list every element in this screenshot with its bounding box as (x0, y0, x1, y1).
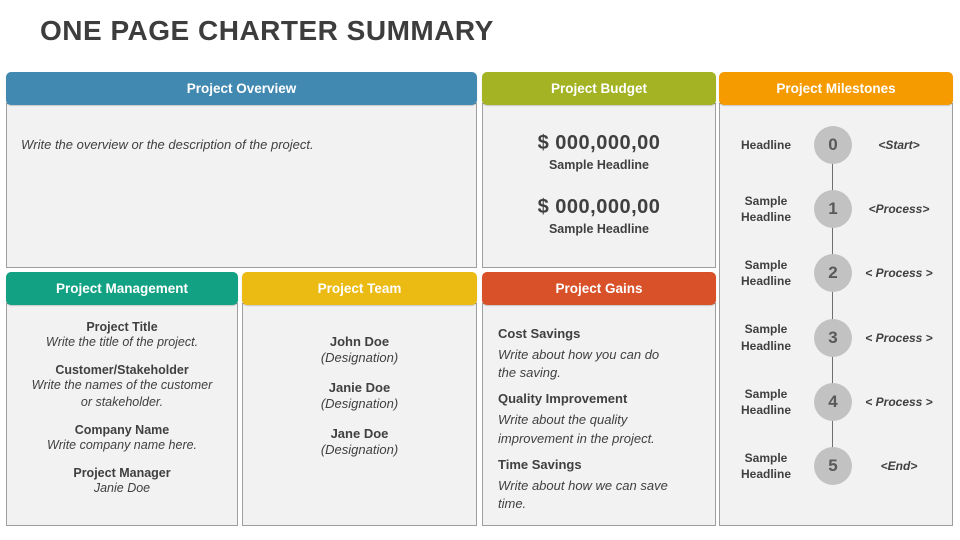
milestone-headline: Sample Headline (740, 450, 791, 482)
milestone-number-badge: 1 (814, 190, 852, 229)
management-item: Company Name Write company name here. (47, 423, 197, 453)
budget-label: Sample Headline (548, 158, 650, 172)
management-item-title: Project Title (86, 320, 158, 334)
team-member-name: Janie Doe (328, 380, 391, 395)
gains-item: Cost Savings Write about how you can do … (498, 326, 701, 382)
team-member-designation: (Designation) (320, 396, 399, 411)
team-member-name: John Doe (329, 334, 390, 349)
management-item-desc: Janie Doe (93, 481, 151, 495)
budget-amount: $ 000,000,00 (537, 196, 661, 218)
budget-item: $ 000,000,00 Sample Headline (538, 196, 661, 236)
milestone-number-badge: 4 (814, 382, 852, 421)
gains-item-title: Time Savings (498, 456, 582, 472)
milestone-row: Sample Headline 3 < Process > (720, 306, 952, 370)
budget-amount: $ 000,000,00 (537, 132, 661, 154)
milestone-headline: Sample Headline (740, 386, 791, 417)
team-panel-body: John Doe (Designation) Janie Doe (Design… (242, 303, 477, 526)
gains-item: Time Savings Write about how we can save… (498, 457, 701, 513)
team-member-designation: (Designation) (320, 442, 399, 457)
overview-panel-body: Write the overview or the description of… (6, 103, 477, 268)
gains-item-title: Cost Savings (498, 326, 581, 341)
page-title: ONE PAGE CHARTER SUMMARY (40, 15, 494, 46)
milestone-number-badge: 5 (814, 447, 852, 486)
milestone-stage-label: <Start> (878, 138, 920, 153)
milestone-stage-label: < Process > (865, 330, 933, 345)
milestones-panel-body: Headline 0 <Start> Sample Headline 1 <Pr… (719, 103, 953, 526)
management-panel-body: Project Title Write the title of the pro… (6, 303, 238, 526)
milestones-timeline: Headline 0 <Start> Sample Headline 1 <Pr… (720, 113, 952, 525)
milestone-stage-label: < Process > (865, 394, 933, 409)
milestone-row: Sample Headline 2 < Process > (720, 241, 952, 305)
gains-item-title: Quality Improvement (498, 391, 628, 407)
management-item-desc: Write company name here. (46, 437, 198, 452)
budget-panel-header: Project Budget (482, 72, 716, 105)
management-item-desc: Write the names of the customer or stake… (31, 378, 213, 409)
timeline-connector-line (832, 154, 833, 475)
team-panel-header: Project Team (242, 272, 477, 305)
gains-item-desc: Write about the quality improvement in t… (498, 412, 655, 446)
milestone-headline: Sample Headline (740, 258, 791, 289)
overview-panel-header: Project Overview (6, 72, 477, 105)
milestone-stage-label: <End> (880, 459, 918, 474)
milestone-stage-label: <Process> (868, 202, 930, 217)
management-panel-header: Project Management (6, 272, 238, 305)
milestone-number-badge: 3 (814, 318, 852, 357)
milestone-number-badge: 0 (814, 126, 852, 165)
team-member: Janie Doe (Designation) (321, 380, 398, 411)
management-item-title: Company Name (74, 422, 170, 437)
milestone-headline: Headline (740, 138, 791, 152)
gains-item-desc: Write about how we can save time. (498, 477, 668, 511)
management-item-title: Customer/Stakeholder (55, 363, 189, 378)
budget-item: $ 000,000,00 Sample Headline (538, 132, 661, 172)
milestone-row: Sample Headline 4 < Process > (720, 370, 952, 434)
team-member-name: Jane Doe (330, 426, 389, 441)
management-item: Customer/Stakeholder Write the names of … (25, 363, 220, 410)
gains-panel-header: Project Gains (482, 272, 716, 305)
management-item-title: Project Manager (73, 466, 171, 480)
budget-label: Sample Headline (548, 222, 650, 236)
milestone-headline: Sample Headline (740, 194, 791, 225)
team-member: Jane Doe (Designation) (321, 426, 398, 457)
milestone-row: Sample Headline 1 <Process> (720, 177, 952, 241)
milestones-panel-header: Project Milestones (719, 72, 953, 105)
gains-panel-body: Cost Savings Write about how you can do … (482, 303, 716, 526)
milestone-row: Sample Headline 5 <End> (720, 434, 952, 498)
overview-placeholder-text: Write the overview or the description of… (21, 137, 314, 152)
budget-panel-body: $ 000,000,00 Sample Headline $ 000,000,0… (482, 103, 716, 268)
team-member: John Doe (Designation) (321, 334, 398, 365)
milestone-stage-label: < Process > (865, 266, 933, 281)
management-item: Project Manager Janie Doe (73, 466, 170, 496)
team-member-designation: (Designation) (320, 350, 399, 365)
milestone-number-badge: 2 (814, 254, 852, 293)
gains-item: Quality Improvement Write about the qual… (498, 391, 701, 447)
milestone-headline: Sample Headline (740, 322, 791, 353)
management-item-desc: Write the title of the project. (45, 335, 199, 349)
gains-item-desc: Write about how you can do the saving. (498, 347, 660, 381)
management-item: Project Title Write the title of the pro… (46, 320, 198, 350)
milestone-row: Headline 0 <Start> (720, 113, 952, 177)
